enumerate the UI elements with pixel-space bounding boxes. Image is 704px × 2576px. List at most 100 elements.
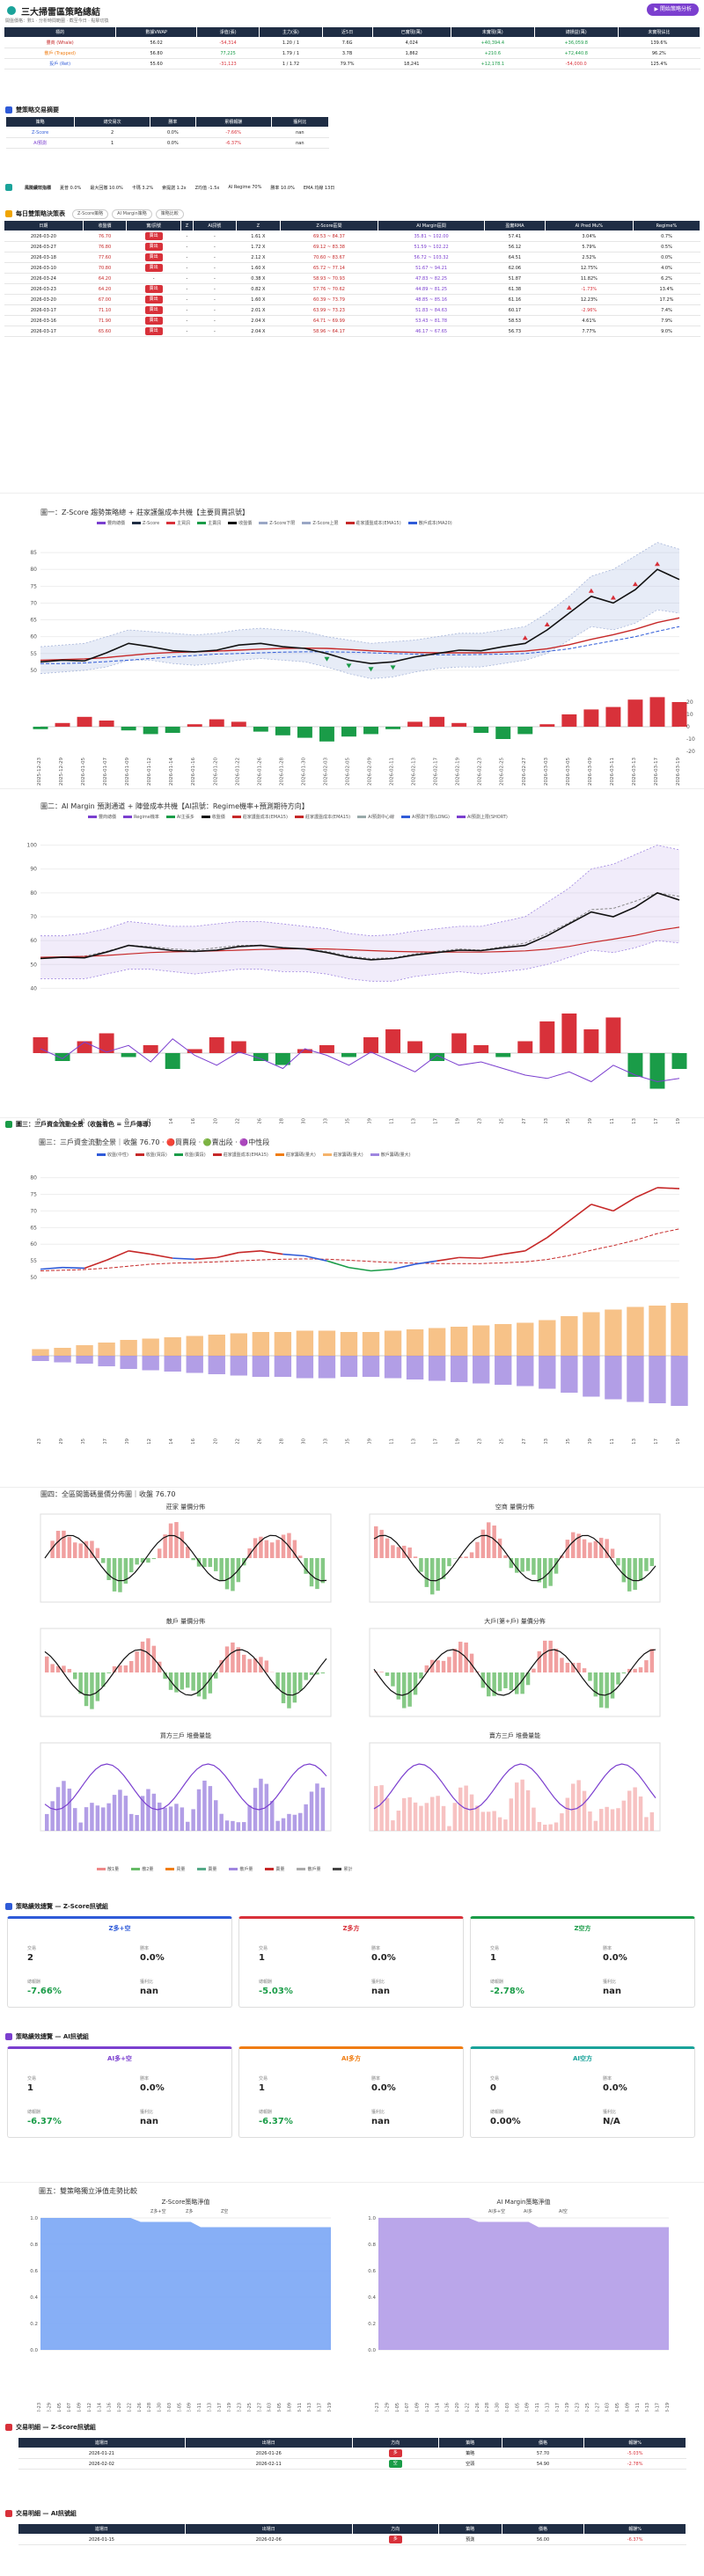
stacked-volume-bar — [374, 1786, 378, 1831]
retail-flow-bar — [428, 1356, 446, 1381]
legend-item[interactable]: 莊家籌碼(量大) — [275, 1152, 316, 1158]
legend-item[interactable]: 收盤(中性) — [97, 1152, 128, 1158]
table-row[interactable]: 2026-03-17 71.10 賣出 - - 2.01 X 63.99 ~ 73.23 51… — [4, 304, 700, 316]
legend-item[interactable]: 散戶量 — [229, 1866, 253, 1872]
stacked-volume-bar — [385, 1797, 390, 1831]
stacked-volume-bar — [599, 1809, 604, 1831]
tab-daily-1[interactable]: AI Margin策略 — [112, 209, 152, 219]
legend-item[interactable]: 散戶籌碼(量大) — [370, 1152, 411, 1158]
legend-item[interactable]: Z-Score下限 — [259, 520, 295, 526]
card-value: 0.0% — [371, 2083, 396, 2093]
x-tick-label: 2026-03-13 — [632, 757, 637, 786]
volume-bar — [219, 1660, 224, 1672]
legend-item[interactable]: 收盤價 — [201, 814, 225, 820]
table-row[interactable]: 2026-01-21 2026-01-26 多 策略 57.70 -5.03% — [18, 2448, 686, 2459]
column-header: 主力(張) — [259, 26, 323, 38]
table-row[interactable]: 散戶 (Trapped) 56.80 77,225 1.79 / 1 3.7B 1,862… — [4, 48, 700, 59]
legend-item[interactable]: Z-Score上限 — [302, 520, 339, 526]
legend-item[interactable]: AI主張多 — [165, 814, 194, 820]
legend-item[interactable]: 收盤(買段) — [135, 1152, 167, 1158]
x-tick-label: 2026-02-05 — [515, 2403, 520, 2411]
legend-item[interactable]: 莊家護盤成本(EMA15) — [212, 1152, 268, 1158]
legend-item[interactable]: 豐商總價 — [97, 520, 125, 526]
card-title: Z空方 — [574, 1925, 591, 1932]
table-row[interactable]: 豐商 (Whale) 56.02 -54,314 1.20 / 1 7.6G 4,024 +… — [4, 37, 700, 48]
volume-bar — [571, 1532, 576, 1558]
table-row[interactable]: 2026-03-20 67.00 賣出 - - 1.60 X 60.39 ~ 73.79 48… — [4, 294, 700, 305]
volume-bar — [469, 1552, 474, 1558]
table-row[interactable]: 2026-03-17 65.60 賣出 - - 2.04 X 58.96 ~ 64.17 46… — [4, 326, 700, 337]
chart5-section: 圖五：雙策略獨立淨值走勢比較 Z-Score策略淨值 Z多+空 Z多 Z空 0.0 0.2… — [0, 2182, 704, 2411]
strategy-card[interactable]: AI多+空 交易 1 勝率 0.0% 總報酬 -6.37% 獲利比 nan — [7, 2046, 232, 2138]
table-row[interactable]: 2026-01-15 2026-02-06 多 預測 56.00 -6.37% — [18, 2534, 686, 2545]
table-cell: 6.2% — [633, 273, 700, 284]
table-row[interactable]: 投戶 (Ret) 55.60 -31,123 1 / 1.72 79.7% 18,241 +… — [4, 58, 700, 70]
legend-item[interactable]: 累計 — [333, 1866, 352, 1872]
whale-flow-bar — [627, 1306, 644, 1356]
daily-decision-section: 每日雙策略決策表 Z-Score策略 AI Margin策略 策略比較 日期 收盤價實… — [0, 208, 704, 337]
cell-value: 0.82 X — [251, 286, 266, 292]
stacked-volume-bar — [67, 1789, 72, 1831]
legend-item[interactable]: 莊家籌碼(量大) — [322, 1152, 363, 1158]
legend-item[interactable]: 莊家護盤成本(EMA15) — [231, 814, 288, 820]
legend-item[interactable]: 莊家護盤成本(EMA15) — [294, 814, 350, 820]
legend-item[interactable]: 收盤價 — [228, 520, 252, 526]
volume-bar — [309, 1672, 314, 1675]
strategy-card[interactable]: Z多方 交易 1 勝率 0.0% 總報酬 -5.03% 獲利比 nan — [238, 1916, 464, 2008]
stacked-volume-bar — [458, 1787, 463, 1831]
table-cell: - — [180, 315, 194, 326]
table-row[interactable]: AI預測 1 0.0% -6.37% nan — [5, 137, 329, 149]
legend-item[interactable]: Regime機率 — [123, 814, 159, 820]
table-cell: 1.61 X — [236, 231, 281, 242]
legend-item[interactable]: 賣量 — [265, 1866, 284, 1872]
volume-bar — [649, 1558, 655, 1567]
table-row[interactable]: 2026-03-16 71.90 賣出 - - 2.04 X 64.71 ~ 69.99 53… — [4, 315, 700, 326]
table-row[interactable]: 2026-03-10 70.80 賣出 - - 1.60 X 65.72 ~ 77.14 51… — [4, 262, 700, 274]
zscore-bar — [99, 721, 114, 727]
legend-item[interactable]: AI預測中心線 — [357, 814, 394, 820]
table-row[interactable]: 2026-03-18 77.60 賣出 - - 2.12 X 70.60 ~ 83.67 56… — [4, 252, 700, 263]
legend-swatch — [88, 816, 97, 818]
legend-item[interactable]: 莊家護盤成本(EMA15) — [345, 520, 401, 526]
card-label: 交易 — [27, 1946, 37, 1951]
strategy-card[interactable]: Z多+空 交易 2 勝率 0.0% 總報酬 -7.66% 獲利比 nan — [7, 1916, 232, 2008]
tab-daily-2[interactable]: 策略比較 — [155, 209, 184, 219]
table-row[interactable]: 2026-03-20 76.70 賣出 - - 1.61 X 69.53 ~ 84.37 35… — [4, 231, 700, 242]
table-cell: 7.4% — [633, 304, 700, 316]
volume-bar — [458, 1642, 463, 1672]
table-row[interactable]: 2026-02-02 2026-02-11 空 空頭 54.90 -2.78% — [18, 2458, 686, 2470]
start-analysis-button[interactable]: ▶ 開始策略分析 — [647, 4, 699, 16]
legend-item[interactable]: 散戶成本(MA20) — [407, 520, 452, 526]
table-cell: - — [180, 294, 194, 305]
column-header: 近5日 — [321, 26, 373, 38]
table-row[interactable]: 2026-03-23 64.20 賣出 - - 0.82 X 57.76 ~ 70.62 44… — [4, 283, 700, 295]
legend-item[interactable]: 散戶量 — [297, 1866, 320, 1872]
legend-item[interactable]: AI預測下限(LONG) — [401, 814, 450, 820]
legend-item[interactable]: 收盤(賣段) — [173, 1152, 206, 1158]
table-row[interactable]: 2026-03-27 76.80 賣出 - - 1.72 X 69.12 ~ 83.38 51… — [4, 241, 700, 252]
stacked-volume-bar — [627, 1790, 632, 1831]
legend-item[interactable]: AI預測上限(SHORT) — [457, 814, 508, 820]
card-value: -5.03% — [259, 1987, 293, 1996]
legend-item[interactable]: 主買訊 — [166, 520, 190, 526]
strategy-card[interactable]: AI空方 交易 0 勝率 0.0% 總報酬 0.00% 獲利比 N/A — [470, 2046, 695, 2138]
strategy-card[interactable]: Z空方 交易 1 勝率 0.0% 總報酬 -2.78% 獲利比 nan — [470, 1916, 695, 2008]
tab-daily-0[interactable]: Z-Score策略 — [72, 209, 109, 219]
strategy-card[interactable]: AI多方 交易 1 勝率 0.0% 總報酬 -6.37% 獲利比 nan — [238, 2046, 464, 2138]
margin-bar — [429, 1053, 445, 1061]
table-cell: 71.10 — [83, 304, 127, 316]
legend-item[interactable]: 賣量 — [197, 1866, 216, 1872]
stacked-volume-bar — [520, 1779, 524, 1831]
table-cell: - — [193, 231, 237, 242]
legend-item[interactable]: 主賣訊 — [197, 520, 221, 526]
cell-value: 57.76 ~ 70.62 — [312, 286, 345, 292]
legend-item[interactable]: 散1量 — [97, 1866, 119, 1872]
legend-item[interactable]: Z-Score — [132, 520, 159, 526]
table-row[interactable]: Z-Score 2 0.0% -7.66% nan — [5, 127, 329, 138]
close-segment — [480, 1253, 503, 1259]
legend-item[interactable]: 散2量 — [131, 1866, 153, 1872]
retail-flow-bar — [186, 1356, 203, 1373]
legend-item[interactable]: 豐商總價 — [88, 814, 116, 820]
table-row[interactable]: 2026-03-24 64.20 - - - 0.38 X 58.93 ~ 70.93 47.… — [4, 273, 700, 284]
legend-item[interactable]: 買量 — [165, 1866, 185, 1872]
